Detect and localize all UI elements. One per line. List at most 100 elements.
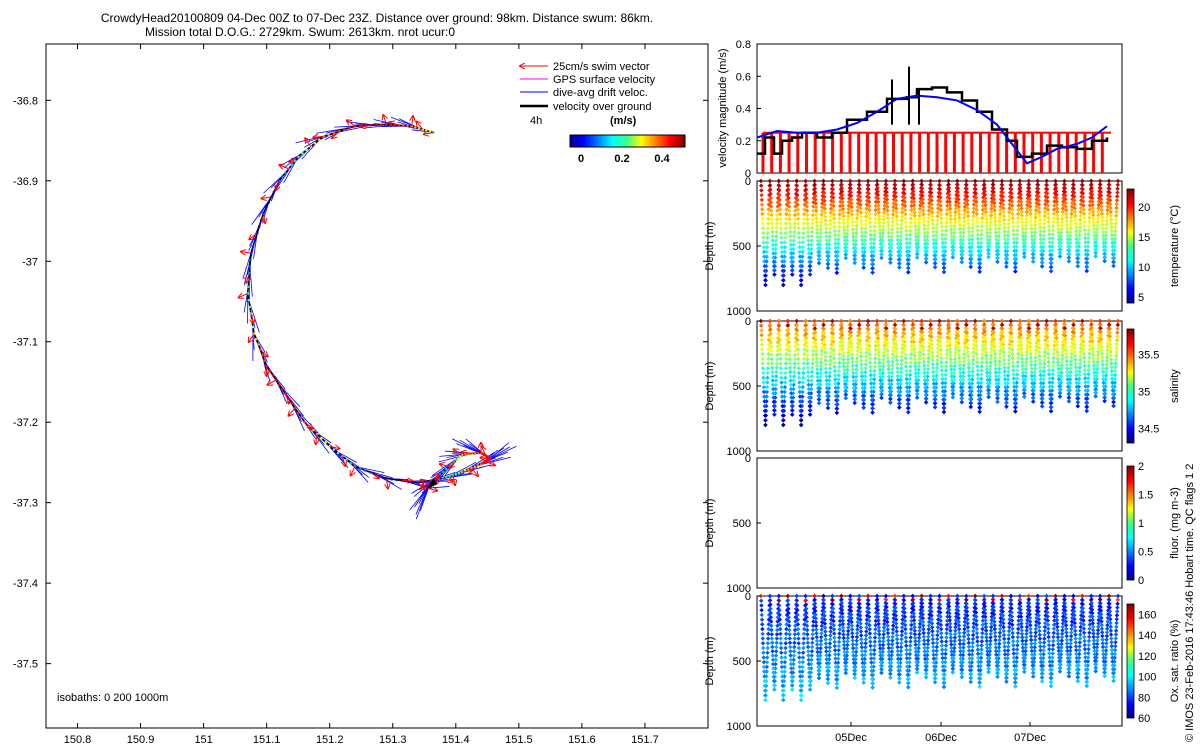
depth-point xyxy=(809,242,814,248)
velocity-red-bars xyxy=(761,131,1111,173)
depth-point xyxy=(903,207,908,213)
depth-point xyxy=(900,202,905,207)
depth-point xyxy=(765,641,771,646)
depth-point xyxy=(783,631,789,637)
depth-point xyxy=(860,245,865,251)
depth-point xyxy=(855,352,860,357)
depth-point xyxy=(1050,384,1055,389)
depth-point xyxy=(997,355,1003,360)
track-point xyxy=(379,123,383,127)
depth-ytick-label: 500 xyxy=(733,381,751,393)
depth-point xyxy=(998,348,1003,353)
depth-point xyxy=(1093,387,1098,392)
depth-point xyxy=(982,192,988,198)
depth-point xyxy=(823,354,828,359)
depth-point xyxy=(1113,357,1119,362)
depth-point xyxy=(784,342,789,347)
depth-point xyxy=(894,621,899,626)
depth-point xyxy=(881,625,887,630)
depth-point xyxy=(783,366,788,371)
depth-point xyxy=(998,193,1004,198)
depth-point xyxy=(1087,351,1092,356)
depth-point xyxy=(847,196,852,201)
depth-point xyxy=(1009,327,1014,332)
depth-point xyxy=(836,639,842,645)
depth-point xyxy=(1019,346,1024,351)
depth-point xyxy=(1003,384,1008,390)
depth-point xyxy=(998,344,1003,349)
depth-point xyxy=(801,641,806,646)
depth-point xyxy=(1046,215,1051,221)
depth-point xyxy=(845,357,851,362)
depth-point xyxy=(822,210,828,215)
depth-point xyxy=(988,216,994,222)
swim-vector xyxy=(276,180,279,190)
depth-point xyxy=(878,649,883,655)
depth-point xyxy=(851,242,856,247)
depth-point xyxy=(948,213,953,218)
depth-point xyxy=(762,669,767,674)
depth-point xyxy=(843,663,848,669)
depth-point xyxy=(908,368,913,373)
depth-point xyxy=(762,678,767,684)
depth-point xyxy=(1091,219,1096,225)
depth-point xyxy=(976,248,981,254)
depth-point xyxy=(973,327,978,332)
depth-point xyxy=(845,639,850,644)
depth-point xyxy=(879,252,884,257)
depth-point xyxy=(1051,359,1056,365)
depth-point xyxy=(789,263,795,269)
depth-point xyxy=(881,213,887,219)
depth-point xyxy=(959,388,964,394)
depth-point xyxy=(807,272,813,277)
depth-point xyxy=(1070,193,1075,198)
depth-point xyxy=(1113,221,1118,226)
depth-point xyxy=(814,367,820,372)
depth-point xyxy=(1066,388,1071,393)
depth-point xyxy=(935,354,940,359)
legend-swim-label: 25cm/s swim vector xyxy=(553,61,650,73)
depth-point xyxy=(943,224,949,229)
depth-point xyxy=(787,212,792,218)
depth-point xyxy=(872,224,877,229)
depth-point xyxy=(1087,207,1093,212)
depth-point xyxy=(810,352,816,358)
depth-point xyxy=(909,335,915,340)
depth-point xyxy=(880,231,886,236)
depth-point xyxy=(1050,368,1056,373)
depth-point xyxy=(1059,370,1064,375)
depth-point xyxy=(1017,331,1022,336)
depth-point xyxy=(1001,209,1006,215)
depth-point xyxy=(1115,186,1120,191)
depth-point xyxy=(762,399,767,404)
depth-point xyxy=(860,393,866,399)
depth-point xyxy=(884,341,890,346)
depth-point xyxy=(797,249,802,255)
depth-point xyxy=(837,631,842,636)
depth-point xyxy=(999,182,1005,188)
depth-point xyxy=(961,223,967,228)
track-point xyxy=(253,238,257,242)
depth-point xyxy=(1017,318,1023,324)
depth-point xyxy=(816,668,821,673)
depth-point xyxy=(1003,256,1009,262)
depth-point xyxy=(1012,401,1018,406)
depth-point xyxy=(798,422,804,428)
depth-point xyxy=(887,660,892,665)
depth-point xyxy=(792,369,797,375)
depth-point xyxy=(1085,384,1091,389)
map-xtick-label: 151.5 xyxy=(505,734,533,746)
depth-point xyxy=(914,251,920,257)
depth-point xyxy=(985,234,990,239)
depth-point xyxy=(949,237,955,243)
depth-point xyxy=(833,385,838,390)
colorbar-tick-label: 15 xyxy=(1138,232,1150,244)
depth-point xyxy=(787,225,793,230)
depth-point xyxy=(958,237,963,243)
depth-point xyxy=(935,206,941,211)
isobaths-note: isobaths: 0 200 1000m xyxy=(57,692,168,704)
depth-point xyxy=(891,208,896,213)
depth-point xyxy=(841,639,847,644)
depth-point xyxy=(836,381,841,386)
depth-point xyxy=(786,623,792,628)
